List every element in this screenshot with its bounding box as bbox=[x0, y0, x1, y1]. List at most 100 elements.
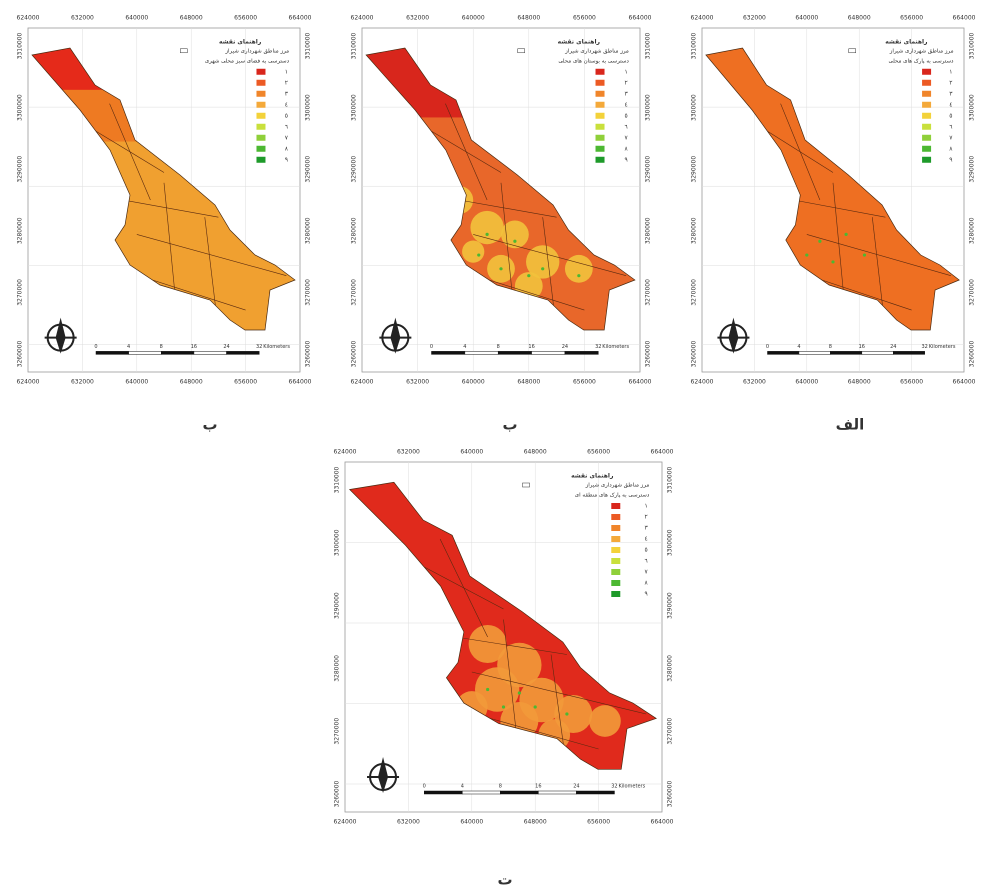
scale-unit: Kilometers bbox=[618, 784, 645, 790]
region-zones bbox=[767, 103, 951, 330]
legend-title: راهنمای نقشه bbox=[571, 473, 614, 480]
legend-swatch bbox=[611, 591, 621, 597]
y-tick-label: 3260000 bbox=[17, 340, 24, 367]
x-tick-label: 664000 bbox=[629, 15, 652, 22]
legend-swatch bbox=[922, 134, 932, 141]
x-tick-label: 640000 bbox=[460, 449, 483, 456]
legend-swatch bbox=[595, 90, 605, 97]
x-tick-label: 656000 bbox=[900, 15, 923, 22]
park-dot bbox=[818, 239, 822, 243]
legend-class-label: ٦ bbox=[624, 123, 627, 130]
y-tick-label: 3290000 bbox=[969, 156, 976, 183]
district-line bbox=[793, 199, 886, 218]
scale-label: 8 bbox=[829, 344, 832, 350]
legend-swatch bbox=[256, 123, 266, 130]
x-tick-label: 656000 bbox=[234, 379, 257, 386]
y-tick-label: 3280000 bbox=[691, 217, 698, 244]
scale-segment bbox=[464, 351, 499, 355]
x-tick-label: 632000 bbox=[406, 15, 429, 22]
x-tick-label: 624000 bbox=[17, 379, 40, 386]
y-tick-label: 3290000 bbox=[645, 156, 652, 183]
park-dot bbox=[844, 232, 848, 236]
district-line bbox=[459, 199, 557, 218]
x-tick-label: 664000 bbox=[289, 379, 312, 386]
legend-class-label: ٩ bbox=[624, 156, 627, 163]
legend-class-label: ٤ bbox=[285, 101, 288, 108]
legend-subtitle: دسترسی به بوستان های محلی bbox=[558, 58, 629, 64]
y-tick-label: 3270000 bbox=[691, 279, 698, 306]
legend-class-label: ٥ bbox=[624, 112, 627, 119]
legend-boundary: مرز مناطق شهرداری شیراز bbox=[564, 48, 629, 54]
legend-swatch bbox=[922, 112, 932, 119]
map-panel: 624000 624000 632000 632000 640000 640000 6480… bbox=[691, 15, 976, 434]
x-tick-label: 640000 bbox=[125, 379, 148, 386]
park-dot bbox=[517, 691, 521, 695]
x-tick-label: 624000 bbox=[334, 449, 357, 456]
legend-swatch bbox=[611, 547, 621, 553]
y-tick-label: 3260000 bbox=[334, 780, 341, 807]
legend-class-label: ٧ bbox=[624, 134, 628, 141]
legend-swatch bbox=[595, 112, 605, 119]
scale-label: 8 bbox=[499, 784, 502, 790]
park-dot bbox=[805, 253, 809, 257]
park-dot bbox=[577, 274, 581, 278]
x-tick-label: 640000 bbox=[125, 15, 148, 22]
legend-subtitle: دسترسی به پارک های محلی bbox=[889, 57, 955, 64]
legend-swatch bbox=[922, 156, 932, 163]
scale-segment bbox=[161, 351, 195, 355]
x-tick-label: 648000 bbox=[848, 15, 871, 22]
y-tick-label: 3290000 bbox=[691, 156, 698, 183]
park-dot bbox=[541, 267, 545, 271]
scale-segment bbox=[497, 351, 532, 355]
scale-segment bbox=[95, 351, 129, 355]
scale-label: 16 bbox=[535, 784, 541, 790]
region bbox=[705, 48, 960, 330]
north-arrow bbox=[55, 317, 66, 354]
legend-swatch bbox=[595, 79, 605, 86]
legend-swatch bbox=[611, 525, 621, 531]
legend-swatch bbox=[256, 145, 266, 152]
y-tick-label: 3280000 bbox=[969, 217, 976, 244]
legend-swatch bbox=[611, 514, 621, 520]
scale-label: 4 bbox=[797, 344, 800, 350]
legend-class-label: ٤ bbox=[645, 536, 648, 543]
y-tick-label: 3270000 bbox=[17, 279, 24, 306]
legend-swatch bbox=[256, 134, 266, 141]
x-tick-label: 656000 bbox=[234, 15, 257, 22]
y-tick-label: 3270000 bbox=[334, 718, 341, 745]
y-tick-label: 3290000 bbox=[334, 592, 341, 619]
legend-class-label: ٦ bbox=[949, 123, 952, 130]
y-tick-label: 3290000 bbox=[351, 156, 358, 183]
y-tick-label: 3300000 bbox=[969, 94, 976, 121]
scale-label: 32 bbox=[611, 784, 617, 790]
scale-label: 0 bbox=[766, 344, 769, 350]
x-tick-label: 664000 bbox=[953, 15, 976, 22]
legend-swatch bbox=[922, 123, 932, 130]
legend-class-label: ٣ bbox=[624, 90, 628, 97]
legend-class-label: ١ bbox=[645, 503, 648, 510]
legend-swatch bbox=[256, 68, 266, 75]
legend-class-label: ٤ bbox=[949, 101, 952, 108]
scale-segment bbox=[431, 351, 466, 355]
legend-boundary: مرز مناطق شهرداری شیراز bbox=[889, 48, 954, 54]
legend-boundary-swatch bbox=[517, 48, 525, 54]
legend-swatch bbox=[256, 112, 266, 119]
x-tick-label: 632000 bbox=[397, 449, 420, 456]
y-tick-label: 3280000 bbox=[334, 655, 341, 682]
y-tick-label: 3310000 bbox=[334, 466, 341, 493]
legend-title: راهنمای نقشه bbox=[219, 38, 262, 45]
x-tick-label: 664000 bbox=[651, 449, 674, 456]
legend-title: راهنمای نقشه bbox=[885, 38, 928, 45]
x-tick-label: 632000 bbox=[71, 15, 94, 22]
scale-segment bbox=[226, 351, 260, 355]
y-tick-label: 3310000 bbox=[667, 466, 674, 493]
y-tick-label: 3260000 bbox=[305, 340, 312, 367]
scale-unit: Kilometers bbox=[602, 344, 629, 350]
x-tick-label: 648000 bbox=[524, 819, 547, 826]
zone-blob bbox=[589, 705, 621, 737]
x-tick-label: 632000 bbox=[743, 379, 766, 386]
x-tick-label: 664000 bbox=[629, 379, 652, 386]
north-arrow bbox=[728, 317, 739, 354]
x-tick-label: 632000 bbox=[406, 379, 429, 386]
